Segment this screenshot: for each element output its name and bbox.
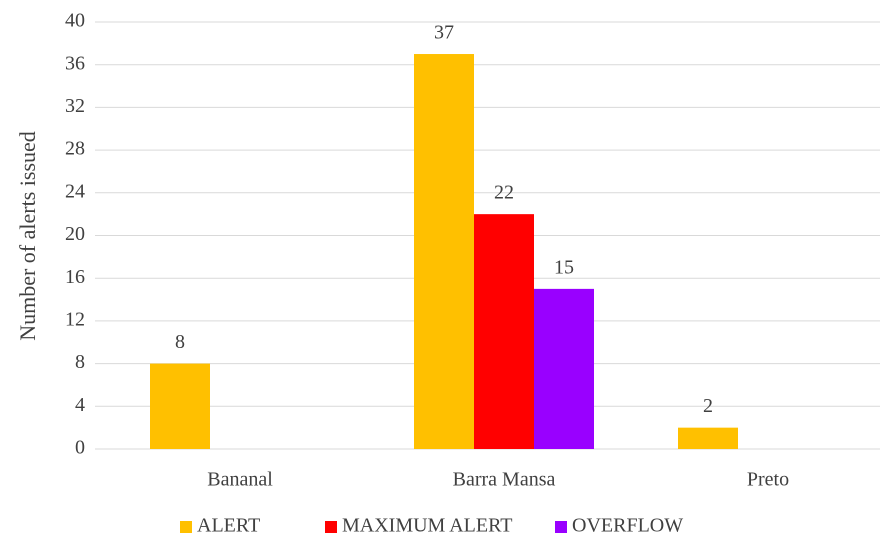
data-label: 8 [175,331,185,353]
legend-swatch [325,521,337,533]
data-label: 37 [434,22,454,44]
data-label: 22 [494,182,514,204]
y-tick-label: 0 [75,437,85,459]
x-tick-label: Bananal [207,469,273,491]
y-tick-label: 36 [65,52,85,74]
legend-swatch [555,521,567,533]
y-tick-label: 12 [65,308,85,330]
y-tick-label: 28 [65,138,85,160]
data-label: 2 [703,395,713,417]
y-tick-label: 20 [65,223,85,245]
y-tick-label: 24 [65,180,85,202]
y-tick-label: 40 [65,10,85,32]
legend-label: MAXIMUM ALERT [342,515,512,537]
x-tick-label: Preto [747,469,789,491]
y-tick-label: 16 [65,266,85,288]
legend-swatch [180,521,192,533]
bar [414,54,474,450]
y-tick-label: 32 [65,95,85,117]
bar [678,427,738,449]
bar [534,288,594,449]
legend-label: ALERT [197,515,260,537]
y-axis-title: Number of alerts issued [15,131,40,341]
y-tick-label: 4 [75,394,85,416]
y-tick-label: 8 [75,351,85,373]
legend-label: OVERFLOW [572,515,683,537]
x-tick-label: Barra Mansa [453,469,556,491]
data-label: 15 [554,256,574,278]
bar [150,363,210,449]
bar [474,214,534,449]
